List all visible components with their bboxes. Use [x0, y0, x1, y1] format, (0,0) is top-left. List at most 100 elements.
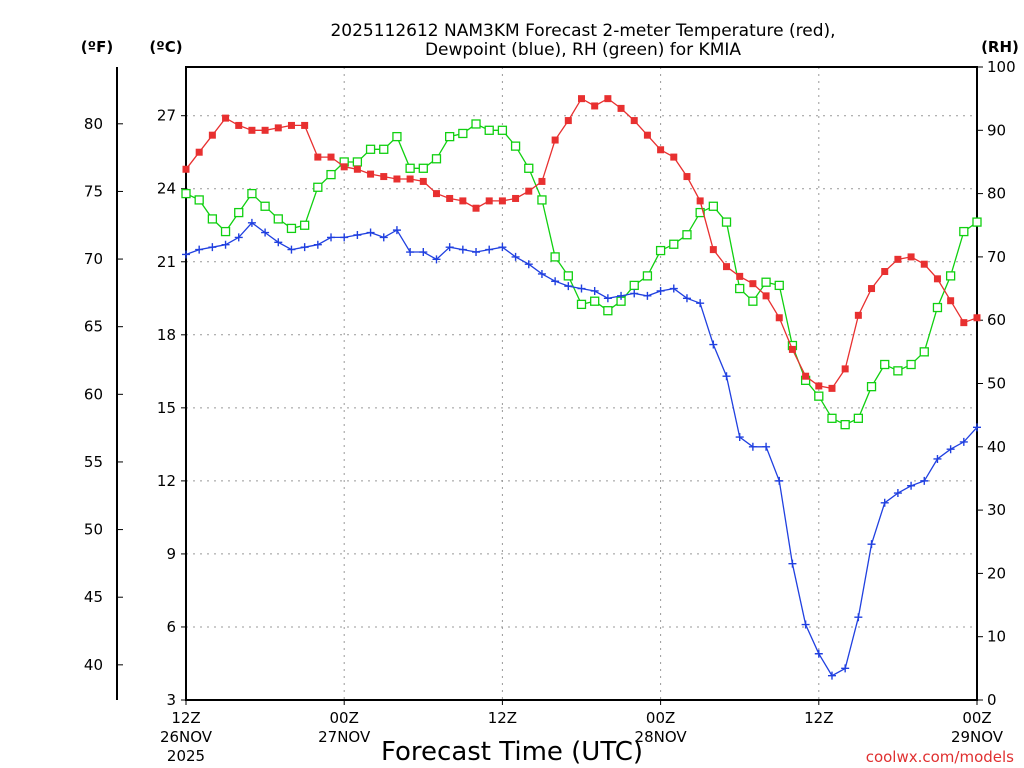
dewpoint-point — [353, 230, 362, 239]
rh-point — [972, 217, 982, 227]
dewpoint-point — [445, 243, 454, 252]
rh-point — [431, 154, 442, 164]
series-layer — [181, 95, 982, 680]
dewpoint-point — [880, 498, 889, 507]
rh-point — [313, 182, 323, 192]
temperature-point — [498, 197, 506, 205]
x-tick-date-label: 29NOV — [951, 728, 1004, 746]
dewpoint-point — [498, 243, 507, 252]
dewpoint-point — [287, 245, 296, 254]
celsius-tick-label: 12 — [157, 472, 176, 490]
rh-point — [866, 382, 877, 392]
celsius-tick-label: 3 — [166, 691, 176, 709]
temperature-point — [828, 384, 836, 392]
rh-point — [919, 347, 929, 357]
dewpoint-point — [827, 671, 836, 680]
plot-frame — [185, 66, 978, 701]
rh-tick-label: 60 — [987, 311, 1006, 329]
dewpoint-point — [854, 613, 863, 622]
fahrenheit-tick-label: 70 — [84, 250, 103, 268]
temperature-point — [327, 153, 335, 161]
temperature-point — [512, 194, 520, 202]
rh-point — [721, 217, 732, 227]
temperature-point — [287, 121, 295, 129]
dewpoint-point — [419, 248, 428, 257]
temperature-point — [907, 253, 915, 261]
rh-point — [234, 207, 244, 218]
dewpoint-point — [748, 442, 757, 451]
dewpoint-point — [472, 248, 481, 257]
rh-point — [959, 226, 969, 237]
dewpoint-point — [551, 277, 560, 286]
rh-point — [893, 366, 903, 376]
temperature-point — [182, 165, 190, 173]
dewpoint-point — [709, 340, 718, 349]
rh-point — [247, 188, 257, 199]
temperature-point — [393, 175, 401, 183]
fahrenheit-tick-label: 45 — [84, 588, 103, 606]
temperature-point — [881, 268, 889, 276]
temperature-point — [960, 319, 968, 327]
dewpoint-point — [841, 664, 850, 673]
temperature-point — [696, 197, 704, 205]
temperature-point — [419, 177, 427, 185]
rh-tick-label: 20 — [987, 564, 1006, 582]
rh-point — [181, 188, 191, 199]
credit-label: coolwx.com/models — [866, 748, 1014, 766]
dewpoint-point — [590, 286, 599, 295]
celsius-tick-label: 9 — [166, 545, 176, 563]
dewpoint-point — [182, 250, 190, 259]
rh-point — [405, 163, 415, 173]
dewpoint-point — [313, 240, 322, 249]
temperature-point — [485, 197, 493, 205]
rh-point — [445, 131, 455, 142]
temperature-point — [406, 175, 414, 183]
rh-point — [840, 419, 850, 430]
dewpoint-point — [195, 245, 204, 254]
dewpoint-point — [208, 243, 217, 252]
rh-point — [379, 144, 389, 154]
dewpoint-point — [630, 289, 639, 298]
temperature-point — [195, 148, 203, 156]
celsius-unit-label: (ºC) — [149, 38, 182, 56]
rh-point — [207, 214, 218, 224]
fahrenheit-tick-label: 40 — [84, 656, 103, 674]
temperature-point — [802, 372, 810, 380]
temperature-point — [261, 126, 269, 134]
temperature-point — [604, 95, 612, 103]
temperature-point — [314, 153, 322, 161]
temperature-point — [643, 131, 651, 139]
temperature-point — [762, 292, 770, 300]
temperature-point — [617, 104, 625, 112]
rh-point — [880, 359, 890, 370]
rh-point — [537, 195, 547, 205]
dewpoint-point — [432, 255, 441, 264]
temperature-point — [841, 365, 849, 373]
x-tick-label: 12Z — [488, 709, 517, 727]
rh-point — [471, 119, 481, 129]
dewpoint-point — [762, 442, 771, 451]
temperature-point — [854, 311, 862, 319]
temperature-point — [630, 117, 638, 125]
dewpoint-point — [340, 233, 349, 242]
dewpoint-point — [564, 282, 573, 291]
rh-point — [814, 391, 824, 401]
dewpoint-point — [933, 454, 942, 463]
dewpoint-point — [261, 228, 270, 237]
dewpoint-point — [537, 269, 546, 278]
rh-point — [774, 280, 784, 291]
x-tick-date-label: 28NOV — [635, 728, 688, 746]
rh-tick-label: 0 — [987, 691, 997, 709]
temperature-point — [670, 153, 678, 161]
rh-tick-label: 50 — [987, 375, 1006, 393]
rh-point — [484, 125, 494, 135]
rh-point — [932, 302, 943, 313]
x-tick-label: 00Z — [330, 709, 359, 727]
temperature-point — [657, 146, 665, 154]
gridlines — [186, 67, 977, 700]
rh-point — [286, 223, 297, 234]
temperature-point — [775, 314, 783, 322]
rh-point — [392, 131, 402, 142]
temperature-point — [933, 275, 941, 283]
